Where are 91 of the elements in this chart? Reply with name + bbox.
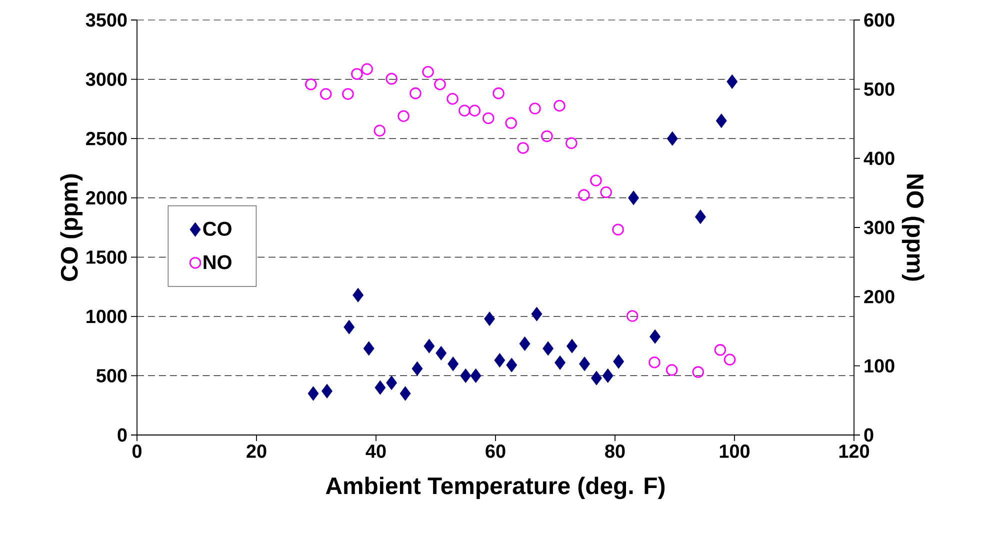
point xyxy=(386,376,397,390)
point xyxy=(716,114,727,128)
point xyxy=(470,368,482,383)
x-tick-label: 40 xyxy=(366,444,386,458)
point xyxy=(591,371,602,385)
point xyxy=(714,344,726,356)
point xyxy=(667,132,678,146)
point xyxy=(492,87,504,100)
point xyxy=(531,307,542,321)
point xyxy=(412,362,423,376)
x-tick-label: 0 xyxy=(132,444,142,458)
y2-tick-label: 600 xyxy=(864,13,894,27)
point xyxy=(424,339,435,353)
point xyxy=(626,310,638,322)
point xyxy=(410,87,422,100)
point xyxy=(460,368,471,383)
point xyxy=(506,358,517,372)
point xyxy=(519,336,530,351)
y2-tick-label: 200 xyxy=(864,290,894,304)
point xyxy=(344,320,354,334)
point xyxy=(650,330,660,344)
y-tick-label: 3500 xyxy=(86,13,127,27)
x-axis-title: Ambient Temperature (deg. F) xyxy=(326,476,665,500)
x-tick-label: 60 xyxy=(486,444,506,458)
point xyxy=(436,346,446,360)
point xyxy=(494,353,506,368)
point xyxy=(342,88,354,100)
point xyxy=(352,288,364,302)
y2-tick-label: 0 xyxy=(864,428,874,442)
y-tick-label: 500 xyxy=(96,369,127,382)
point xyxy=(600,186,612,198)
y-tick-label: 0 xyxy=(118,428,127,442)
point xyxy=(541,130,553,142)
point xyxy=(305,78,317,90)
x-tick-label: 20 xyxy=(246,444,266,458)
point xyxy=(448,356,458,371)
x-tick-label: 120 xyxy=(839,444,870,458)
point xyxy=(458,104,470,116)
point xyxy=(322,384,332,398)
point xyxy=(692,366,704,378)
point xyxy=(361,63,373,75)
point xyxy=(648,356,660,368)
point xyxy=(422,66,434,78)
y2-tick-label: 400 xyxy=(864,152,894,166)
y-tick-label: 2500 xyxy=(86,132,127,146)
point xyxy=(695,210,706,224)
point xyxy=(724,354,736,366)
point xyxy=(529,102,541,114)
point xyxy=(484,312,495,326)
point xyxy=(398,110,410,122)
point xyxy=(578,189,590,201)
point xyxy=(628,190,639,205)
y2-tick-label: 500 xyxy=(864,82,894,96)
y-axis-title: CO (ppm) xyxy=(60,174,83,281)
point xyxy=(566,137,578,149)
point xyxy=(554,356,566,370)
point xyxy=(374,380,386,394)
y2-tick-label: 100 xyxy=(864,359,894,373)
point xyxy=(351,68,363,80)
point xyxy=(666,364,678,376)
y-tick-label: 3000 xyxy=(86,72,127,86)
point xyxy=(579,356,590,371)
point xyxy=(386,72,398,85)
x-tick-label: 100 xyxy=(720,444,750,458)
point xyxy=(726,74,738,89)
point xyxy=(468,104,480,116)
y2-axis-title: NO (ppm) xyxy=(902,174,924,281)
point xyxy=(566,339,578,353)
point xyxy=(613,354,624,368)
point xyxy=(590,174,602,186)
point xyxy=(542,342,554,356)
x-tick-label: 80 xyxy=(605,444,625,458)
point xyxy=(434,78,446,90)
point xyxy=(320,88,332,100)
point xyxy=(446,92,458,105)
point xyxy=(308,386,319,400)
point xyxy=(554,100,566,112)
y-tick-label: 1000 xyxy=(86,310,127,324)
point xyxy=(602,368,614,383)
point xyxy=(364,342,374,356)
point xyxy=(374,124,386,137)
point xyxy=(517,142,529,154)
point xyxy=(482,112,494,124)
y2-tick-label: 300 xyxy=(864,220,894,234)
point xyxy=(505,117,517,129)
point xyxy=(400,386,411,400)
y-tick-label: 2000 xyxy=(86,191,127,205)
point xyxy=(612,224,624,236)
y-tick-label: 1500 xyxy=(86,250,127,264)
legend-label: NO xyxy=(204,255,232,270)
legend-label: CO xyxy=(203,222,232,236)
